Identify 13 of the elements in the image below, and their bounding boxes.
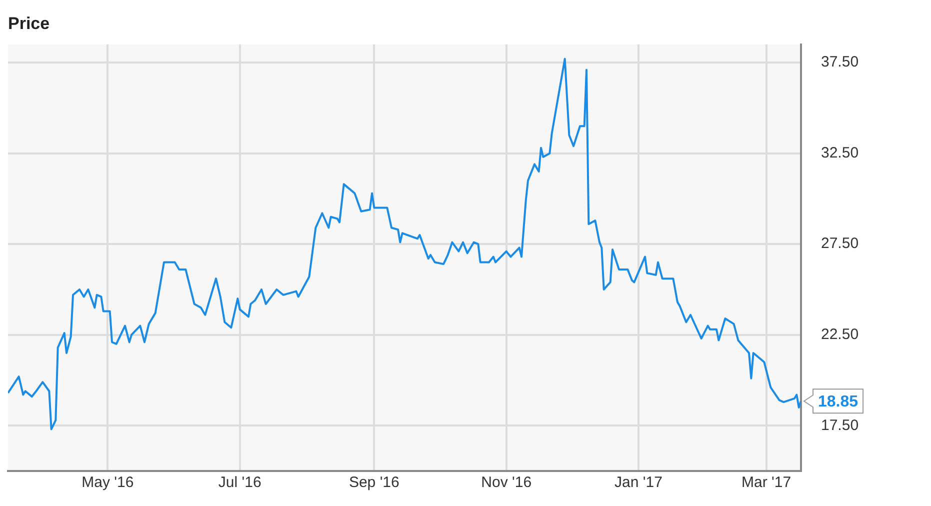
y-tick-label: 17.50 <box>821 416 859 434</box>
y-tick-label: 27.50 <box>821 235 859 252</box>
x-tick-label: Nov '16 <box>481 474 532 492</box>
x-tick-label: Mar '17 <box>742 474 792 492</box>
x-tick-label: Sep '16 <box>348 474 400 492</box>
x-tick-label: May '16 <box>82 474 134 492</box>
x-tick-label: Jan '17 <box>614 474 662 492</box>
x-tick-label: Jul '16 <box>218 474 262 492</box>
annotation: 18.85 <box>818 394 858 411</box>
y-tick-label: 32.50 <box>821 144 859 162</box>
y-tick-label: 22.50 <box>821 326 859 343</box>
y-tick-label: 37.50 <box>821 54 859 71</box>
chart-title: Price <box>8 14 50 33</box>
